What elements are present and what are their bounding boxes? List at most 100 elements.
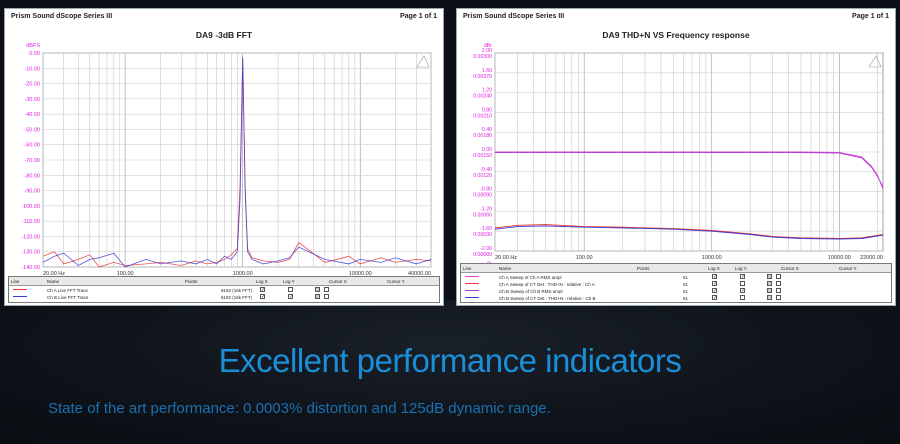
table-row[interactable]: Ch A Live FFT Trace 8192 (16k FFT) ✓ xyxy=(9,286,439,293)
logy-checkbox[interactable] xyxy=(740,281,745,286)
cursor-radio[interactable] xyxy=(767,295,772,300)
logx-checkbox[interactable]: ✓ xyxy=(260,294,266,300)
table-row[interactable]: Ch A Sweep of Ch A RMS ampl 61 ✓ ✓ xyxy=(461,273,891,280)
cursor-radio[interactable] xyxy=(767,288,772,293)
row-name: Ch B Sweep of Ch B RMS ampl xyxy=(499,288,563,294)
row-points: 61 xyxy=(683,274,689,280)
line-swatch xyxy=(13,296,27,297)
cursor-radio[interactable] xyxy=(767,281,772,286)
y-right-tick-label: 0.00270 xyxy=(473,74,492,80)
logy-checkbox[interactable]: ✓ xyxy=(288,294,294,300)
col-cursory: Cursor Y xyxy=(839,265,857,271)
y-right-tick-label: 0.00240 xyxy=(473,94,492,100)
col-cursorx: Cursor X xyxy=(781,265,799,271)
y-left-tick-label: -0.40 xyxy=(480,167,492,173)
row-points: 61 xyxy=(683,295,689,301)
logy-checkbox[interactable] xyxy=(288,287,293,292)
cursor-radio[interactable] xyxy=(767,274,772,279)
row-name: Ch A Sweep of CT Det : THD+N - relative … xyxy=(499,281,595,287)
fft-chart-title: DA9 -3dB FFT xyxy=(195,30,253,40)
logy-checkbox[interactable] xyxy=(740,295,745,300)
panel-header-page: Page 1 of 1 xyxy=(400,13,437,20)
table-row[interactable]: Ch B Sweep of CT Det : THD+N - relative … xyxy=(461,294,891,301)
y-right-tick-label: 0.00120 xyxy=(473,173,492,179)
table-header: Line Name Points Log X Log Y Cursor X Cu… xyxy=(461,264,891,273)
table-row[interactable]: Ch B Live FFT Trace 8192 (16k FFT) ✓ ✓ xyxy=(9,293,439,300)
cursor-radio[interactable] xyxy=(315,294,320,299)
autoscale-icon xyxy=(868,55,882,68)
panel-header-app: Prism Sound dScope Series III xyxy=(463,13,565,20)
subtitle: State of the art performance: 0.0003% di… xyxy=(48,400,551,417)
logy-checkbox[interactable]: ✓ xyxy=(740,288,746,294)
cursor-checkbox[interactable] xyxy=(776,274,781,279)
x-tick-label: 100.00 xyxy=(576,255,593,261)
y-tick-label: -90.00 xyxy=(24,189,40,195)
table-row[interactable]: Ch B Sweep of Ch B RMS ampl 61 ✓ ✓ xyxy=(461,287,891,294)
y-tick-label: -60.00 xyxy=(24,143,40,149)
series-line-2 xyxy=(494,224,884,239)
cursor-checkbox[interactable] xyxy=(776,295,781,300)
panel-header: Prism Sound dScope Series III Page 1 of … xyxy=(457,9,895,25)
fft-panel: Prism Sound dScope Series III Page 1 of … xyxy=(4,8,444,306)
series-line-1 xyxy=(495,152,884,187)
y-tick-label: -120.00 xyxy=(21,234,40,240)
table-header: Line Name Points Log X Log Y Cursor X Cu… xyxy=(9,277,439,286)
thd-chart: 2.000.003001.600.002701.200.002400.800.0… xyxy=(473,43,884,267)
y-tick-label: -130.00 xyxy=(21,250,40,256)
y-right-tick-label: 0.00090 xyxy=(473,193,492,199)
row-points: 8192 (16k FFT) xyxy=(221,294,253,300)
y-right-tick-label: 0.00030 xyxy=(473,232,492,238)
logx-checkbox[interactable]: ✓ xyxy=(712,281,718,287)
line-swatch xyxy=(465,290,479,291)
y-left-tick-label: -2.00 xyxy=(480,246,492,252)
cursor-checkbox[interactable] xyxy=(324,287,329,292)
y-left-axis-label: dBr xyxy=(484,43,492,49)
line-swatch xyxy=(465,297,479,298)
logx-checkbox[interactable]: ✓ xyxy=(712,274,718,280)
row-name: Ch B Live FFT Trace xyxy=(47,294,89,300)
thd-legend-table: Line Name Points Log X Log Y Cursor X Cu… xyxy=(460,263,892,303)
row-points: 61 xyxy=(683,288,689,294)
col-cursorx: Cursor X xyxy=(329,278,347,284)
panel-header-page: Page 1 of 1 xyxy=(852,13,889,20)
row-name: Ch A Live FFT Trace xyxy=(47,287,88,293)
cursor-checkbox[interactable] xyxy=(776,281,781,286)
y-right-tick-label: 0.00060 xyxy=(473,212,492,218)
x-tick-label: 40000.00 xyxy=(408,271,431,277)
y-tick-label: -50.00 xyxy=(24,127,40,133)
y-left-tick-label: -1.60 xyxy=(480,226,492,232)
col-logy: Log Y xyxy=(283,278,295,284)
y-left-tick-label: 2.00 xyxy=(482,48,492,54)
logx-checkbox[interactable]: ✓ xyxy=(712,295,718,301)
y-left-tick-label: 1.60 xyxy=(482,68,492,74)
logx-checkbox[interactable]: ✓ xyxy=(260,287,266,293)
y-tick-label: -140.00 xyxy=(21,265,40,271)
cursor-radio[interactable] xyxy=(315,287,320,292)
y-right-tick-label: 0.00150 xyxy=(473,153,492,159)
y-left-tick-label: 0.40 xyxy=(482,127,492,133)
row-name: Ch A Sweep of Ch A RMS ampl xyxy=(499,274,562,280)
cursor-checkbox[interactable] xyxy=(324,294,329,299)
table-row[interactable]: Ch A Sweep of CT Det : THD+N - relative … xyxy=(461,280,891,287)
y-tick-label: -10.00 xyxy=(24,66,40,72)
col-logx: Log X xyxy=(256,278,268,284)
col-logx: Log X xyxy=(708,265,720,271)
y-tick-label: -30.00 xyxy=(24,97,40,103)
y-left-tick-label: 0.80 xyxy=(482,107,492,113)
y-tick-label: 0.00 xyxy=(29,51,40,57)
col-line: Line xyxy=(463,265,472,271)
y-tick-label: -80.00 xyxy=(24,173,40,179)
y-right-tick-label: 0.00000 xyxy=(473,252,492,258)
x-tick-label: 1000.00 xyxy=(233,271,253,277)
y-left-tick-label: -0.80 xyxy=(480,187,492,193)
y-tick-label: -20.00 xyxy=(24,82,40,88)
cursor-checkbox[interactable] xyxy=(776,288,781,293)
line-swatch xyxy=(465,283,479,284)
y-axis-label: dBFS xyxy=(26,43,40,49)
fft-legend-table: Line Name Points Log X Log Y Cursor X Cu… xyxy=(8,276,440,303)
y-tick-label: -70.00 xyxy=(24,158,40,164)
autoscale-icon xyxy=(416,55,430,68)
logy-checkbox[interactable]: ✓ xyxy=(740,274,746,280)
logx-checkbox[interactable]: ✓ xyxy=(712,288,718,294)
line-swatch xyxy=(465,276,479,277)
